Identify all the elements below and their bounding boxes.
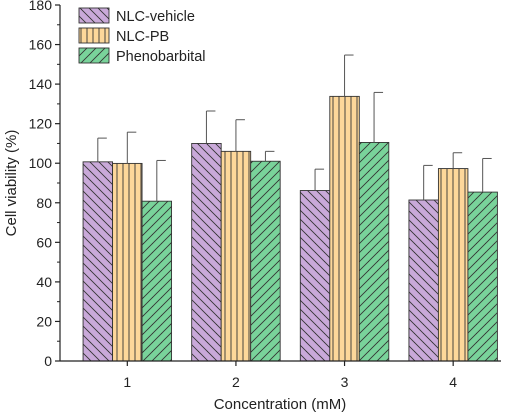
error-bar-phenobarbital-4 bbox=[482, 157, 492, 193]
y-tick-label-100: 100 bbox=[29, 155, 53, 171]
bar-nlc-pb-2-outline bbox=[220, 150, 252, 362]
error-bar-nlc-vehicle-1 bbox=[97, 137, 107, 162]
y-tick-label-180: 180 bbox=[29, 0, 53, 13]
y-ticks: 0 20 40 60 80 100 120 140 160 180 bbox=[29, 0, 60, 369]
bar-phenobarbital-3-outline bbox=[358, 142, 390, 362]
error-bar-nlc-pb-3 bbox=[344, 54, 354, 97]
x-tick-label-3: 3 bbox=[341, 374, 349, 390]
error-bar-nlc-vehicle-2 bbox=[205, 110, 216, 144]
bar-nlc-pb-1-outline bbox=[112, 162, 143, 362]
y-tick-label-40: 40 bbox=[36, 274, 52, 290]
y-tick-label-120: 120 bbox=[29, 116, 53, 132]
bar-nlc-vehicle-1-outline bbox=[82, 161, 114, 362]
error-bar-nlc-pb-4 bbox=[452, 152, 463, 169]
error-bars bbox=[97, 54, 492, 202]
y-tick-label-160: 160 bbox=[29, 37, 53, 53]
bar-nlc-vehicle-4-outline bbox=[408, 199, 439, 362]
legend-item-nlc-vehicle: NLC-vehicle bbox=[78, 7, 195, 25]
x-tick-label-1: 1 bbox=[123, 374, 131, 390]
y-tick-label-140: 140 bbox=[29, 76, 53, 92]
legend-label-nlc-vehicle: NLC-vehicle bbox=[116, 9, 195, 25]
bar-nlc-vehicle-3-outline bbox=[299, 190, 331, 362]
error-bar-nlc-vehicle-4 bbox=[423, 164, 433, 201]
legend-item-nlc-pb: NLC-PB bbox=[78, 27, 169, 45]
y-axis-title: Cell viability (%) bbox=[3, 130, 20, 237]
error-bar-nlc-pb-1 bbox=[126, 131, 137, 164]
error-bar-nlc-vehicle-3 bbox=[314, 168, 325, 191]
bar-phenobarbital-2-outline bbox=[250, 160, 281, 362]
x-axis-title: Concentration (mM) bbox=[214, 396, 347, 413]
x-tick-label-4: 4 bbox=[449, 374, 457, 390]
x-tick-label-2: 2 bbox=[232, 374, 240, 390]
legend-label-phenobarbital: Phenobarbital bbox=[116, 49, 206, 65]
error-bar-nlc-pb-2 bbox=[235, 119, 245, 152]
error-bar-phenobarbital-1 bbox=[156, 159, 166, 202]
y-tick-label-0: 0 bbox=[44, 353, 52, 369]
y-tick-label-60: 60 bbox=[36, 234, 52, 250]
bars bbox=[82, 95, 498, 362]
bar-phenobarbital-4-outline bbox=[467, 191, 498, 362]
error-bar-phenobarbital-3 bbox=[373, 91, 384, 143]
x-ticks: 1 2 3 4 bbox=[123, 361, 457, 390]
error-bar-phenobarbital-2 bbox=[264, 150, 275, 162]
legend: NLC-vehicle NLC-PB Phenobarbital bbox=[78, 7, 206, 65]
bar-nlc-pb-4-outline bbox=[437, 168, 469, 362]
legend-item-phenobarbital: Phenobarbital bbox=[78, 47, 206, 65]
y-tick-label-80: 80 bbox=[36, 195, 52, 211]
bar-nlc-vehicle-2-outline bbox=[191, 142, 222, 362]
legend-label-nlc-pb: NLC-PB bbox=[116, 29, 169, 45]
bar-phenobarbital-1-outline bbox=[141, 200, 173, 362]
bar-nlc-pb-3-outline bbox=[329, 95, 360, 362]
y-tick-label-20: 20 bbox=[36, 313, 52, 329]
